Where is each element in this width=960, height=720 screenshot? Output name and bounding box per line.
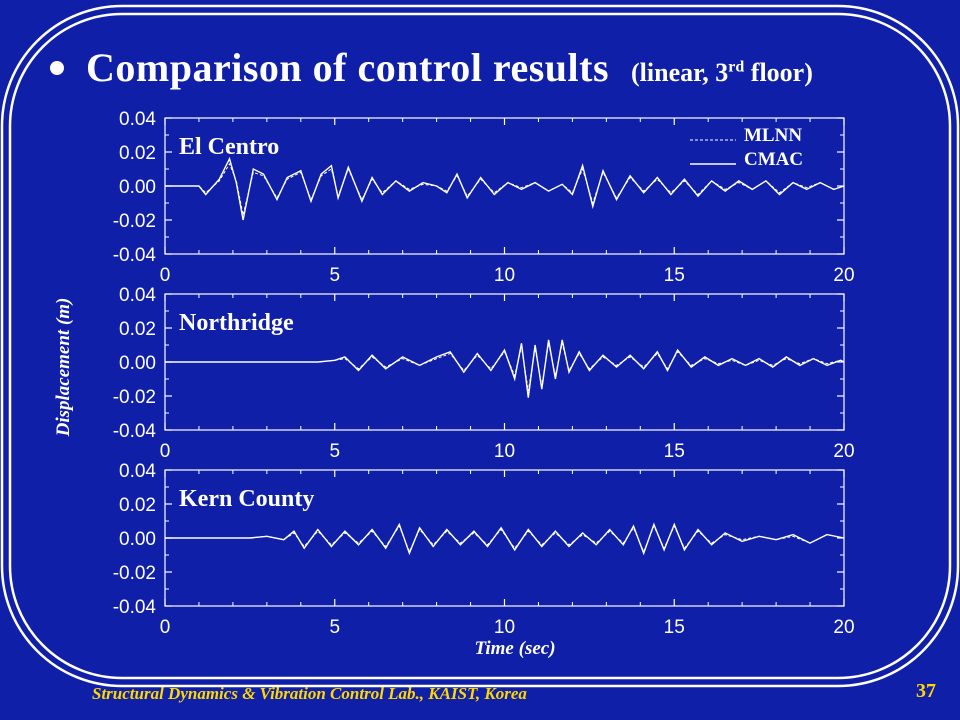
- x-tick-label: 15: [664, 617, 685, 638]
- x-tick-label: 0: [160, 265, 171, 286]
- x-tick-label: 0: [160, 441, 171, 462]
- y-tick-label: 0.04: [119, 109, 156, 130]
- x-tick-label: 15: [664, 265, 685, 286]
- chart-panel-2: 0.04 0.02 0.00 -0.02 -0.040 5 10 15 20 Northridge: [113, 285, 855, 462]
- y-tick-label: 0.02: [119, 319, 156, 340]
- bullet-icon: [50, 61, 64, 75]
- x-tick-label: 20: [833, 617, 854, 638]
- y-tick-label: 0.04: [119, 461, 156, 482]
- x-tick-label: 20: [833, 265, 854, 286]
- y-tick-label: 0.00: [119, 353, 156, 374]
- x-tick-label: 20: [833, 441, 854, 462]
- y-tick-label: 0.00: [119, 177, 156, 198]
- y-tick-label: -0.04: [113, 245, 157, 266]
- chart-panel-3: 0.04 0.02 0.00 -0.02 -0.040 5 10 15 20 Kern Count…: [113, 461, 855, 638]
- y-axis-title: Displacement (m): [53, 298, 74, 438]
- subtitle-suffix: floor): [744, 58, 813, 87]
- chart-panel-1: 0.04 0.02 0.00 -0.02 -0.040 5 10 15 20 El Centro M…: [113, 109, 855, 286]
- x-axis-title: Time (sec): [474, 638, 555, 659]
- x-tick-label: 10: [494, 441, 515, 462]
- series-line-cmac: [165, 339, 845, 398]
- series-line-mlnn: [165, 162, 845, 216]
- panel-label: El Centro: [179, 134, 279, 160]
- y-tick-label: -0.04: [113, 597, 157, 618]
- y-tick-label: -0.02: [113, 387, 156, 408]
- y-tick-label: 0.02: [119, 495, 156, 516]
- legend-label-cmac: CMAC: [744, 149, 803, 170]
- series-line-mlnn: [165, 524, 845, 553]
- y-tick-label: 0.00: [119, 529, 156, 550]
- title-subtitle: (linear, 3rd floor): [631, 58, 813, 88]
- x-tick-label: 10: [494, 617, 515, 638]
- y-tick-label: 0.02: [119, 143, 156, 164]
- x-tick-label: 0: [160, 617, 171, 638]
- subtitle-prefix: (linear, 3: [631, 58, 729, 87]
- legend-label-mlnn: MLNN: [744, 125, 802, 146]
- page-number: 37: [916, 680, 936, 702]
- title-main: Comparison of control results: [86, 45, 610, 90]
- panel-label: Kern County: [179, 486, 314, 512]
- series-line-cmac: [165, 156, 845, 221]
- frame-inner-border: [8, 12, 952, 680]
- x-tick-label: 15: [664, 441, 685, 462]
- series-line-cmac: [165, 522, 845, 556]
- x-tick-label: 5: [329, 617, 340, 638]
- panel-label: Northridge: [179, 310, 294, 336]
- y-tick-label: -0.04: [113, 421, 157, 442]
- x-tick-label: 5: [329, 265, 340, 286]
- x-tick-label: 10: [494, 265, 515, 286]
- y-tick-label: -0.02: [113, 211, 156, 232]
- y-tick-label: 0.04: [119, 285, 156, 306]
- x-tick-label: 5: [329, 441, 340, 462]
- footer-lab-name: Structural Dynamics & Vibration Control …: [92, 684, 527, 703]
- slide-title: Comparison of control results (linear, 3…: [50, 44, 813, 104]
- subtitle-superscript: rd: [728, 58, 745, 76]
- y-tick-label: -0.02: [113, 563, 156, 584]
- frame-outer-border: [0, 4, 960, 688]
